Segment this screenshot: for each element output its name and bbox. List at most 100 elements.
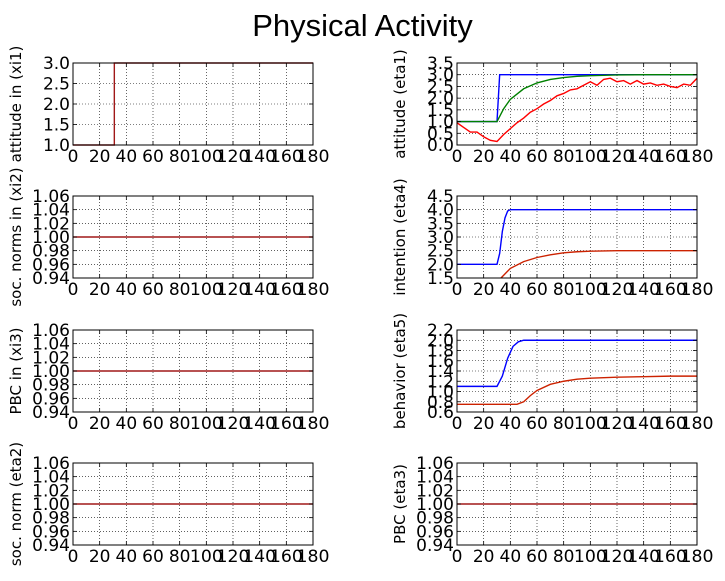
x-tick-label: 80 xyxy=(553,280,575,300)
y-axis-label: intention (eta4) xyxy=(391,178,409,295)
y-tick-label: 0.8 xyxy=(427,393,454,413)
y-tick-label: 1.00 xyxy=(32,228,70,248)
y-tick-label: 1.06 xyxy=(416,454,454,474)
y-tick-label: 1.04 xyxy=(416,468,454,488)
y-tick-label: 2.5 xyxy=(427,242,454,262)
x-tick-label: 100 xyxy=(190,547,223,567)
y-axis-label: attitude (eta1) xyxy=(391,49,409,159)
y-axis-label: PBC in (xi3) xyxy=(7,327,25,414)
x-tick-label: 20 xyxy=(473,414,495,434)
x-tick-label: 180 xyxy=(297,547,330,567)
x-tick-label: 0 xyxy=(452,280,463,300)
y-tick-label: 1.06 xyxy=(32,187,70,207)
y-tick-label: 1.4 xyxy=(427,362,454,382)
x-tick-label: 20 xyxy=(89,147,111,167)
x-tick-label: 0 xyxy=(452,547,463,567)
y-tick-label: 1.02 xyxy=(32,214,70,234)
x-tick-label: 20 xyxy=(473,547,495,567)
x-tick-label: 140 xyxy=(627,414,660,434)
x-tick-label: 100 xyxy=(574,547,607,567)
x-tick-label: 40 xyxy=(116,280,138,300)
x-tick-label: 80 xyxy=(169,547,191,567)
x-tick-label: 100 xyxy=(190,147,223,167)
x-tick-label: 80 xyxy=(169,280,191,300)
x-tick-label: 160 xyxy=(270,280,303,300)
y-tick-label: 1.00 xyxy=(32,495,70,515)
x-tick-label: 40 xyxy=(500,147,522,167)
x-tick-label: 100 xyxy=(574,414,607,434)
y-tick-label: 2.0 xyxy=(43,95,70,115)
y-tick-label: 1.5 xyxy=(43,116,70,136)
x-tick-label: 180 xyxy=(681,147,714,167)
x-tick-label: 40 xyxy=(500,414,522,434)
x-tick-label: 120 xyxy=(601,147,634,167)
y-tick-label: 1.06 xyxy=(32,321,70,341)
x-tick-label: 60 xyxy=(142,147,164,167)
y-tick-label: 0.98 xyxy=(416,509,454,529)
x-tick-label: 40 xyxy=(116,147,138,167)
y-tick-label: 1.5 xyxy=(427,101,454,121)
x-tick-label: 80 xyxy=(553,414,575,434)
plot-frame xyxy=(456,62,698,146)
x-tick-label: 20 xyxy=(473,147,495,167)
x-tick-label: 60 xyxy=(142,547,164,567)
x-tick-label: 60 xyxy=(526,280,548,300)
y-tick-label: 2.5 xyxy=(43,75,70,95)
y-tick-label: 2.5 xyxy=(427,77,454,97)
y-tick-label: 1.2 xyxy=(427,372,454,392)
x-tick-label: 180 xyxy=(297,414,330,434)
y-tick-label: 1.02 xyxy=(416,481,454,501)
y-tick-label: 0.94 xyxy=(416,536,454,556)
y-tick-label: 0.96 xyxy=(32,255,70,275)
x-tick-label: 120 xyxy=(217,414,250,434)
y-tick-label: 0.94 xyxy=(32,403,70,423)
x-tick-label: 20 xyxy=(89,280,111,300)
y-tick-label: 4.0 xyxy=(427,201,454,221)
x-tick-label: 60 xyxy=(526,414,548,434)
y-axis-label: behavior (eta5) xyxy=(391,313,409,429)
x-tick-label: 20 xyxy=(89,414,111,434)
x-tick-label: 160 xyxy=(654,147,687,167)
y-tick-label: 1.02 xyxy=(32,348,70,368)
series-line-3 xyxy=(456,77,698,143)
x-tick-label: 180 xyxy=(681,547,714,567)
x-tick-label: 100 xyxy=(574,280,607,300)
x-tick-label: 80 xyxy=(169,147,191,167)
y-tick-label: 3.0 xyxy=(427,66,454,86)
x-tick-label: 140 xyxy=(243,414,276,434)
y-tick-label: 1.02 xyxy=(32,481,70,501)
series-line-2 xyxy=(457,375,697,406)
y-tick-label: 0.96 xyxy=(416,522,454,542)
x-tick-label: 80 xyxy=(169,414,191,434)
y-axis-label: attitude in (xi1) xyxy=(7,46,25,163)
y-tick-label: 0.96 xyxy=(32,389,70,409)
x-tick-label: 40 xyxy=(116,414,138,434)
x-tick-label: 120 xyxy=(217,280,250,300)
x-tick-label: 40 xyxy=(116,547,138,567)
x-tick-label: 180 xyxy=(681,280,714,300)
y-tick-label: 0.0 xyxy=(427,136,454,156)
figure-title: Physical Activity xyxy=(252,8,473,43)
x-tick-label: 160 xyxy=(270,547,303,567)
x-tick-label: 180 xyxy=(681,414,714,434)
y-axis-label: soc. norm (eta2) xyxy=(7,442,25,566)
y-tick-label: 1.06 xyxy=(32,454,70,474)
y-tick-label: 1.0 xyxy=(43,136,70,156)
x-tick-label: 100 xyxy=(190,280,223,300)
y-tick-label: 2.0 xyxy=(427,255,454,275)
y-tick-label: 3.5 xyxy=(427,54,454,74)
series-line-1 xyxy=(457,339,697,388)
y-tick-label: 2.0 xyxy=(427,89,454,109)
x-tick-label: 20 xyxy=(89,547,111,567)
x-tick-label: 20 xyxy=(473,280,495,300)
y-tick-label: 1.5 xyxy=(427,269,454,289)
y-tick-label: 1.04 xyxy=(32,201,70,221)
x-tick-label: 80 xyxy=(553,147,575,167)
y-tick-label: 1.04 xyxy=(32,335,70,355)
y-tick-label: 0.98 xyxy=(32,376,70,396)
